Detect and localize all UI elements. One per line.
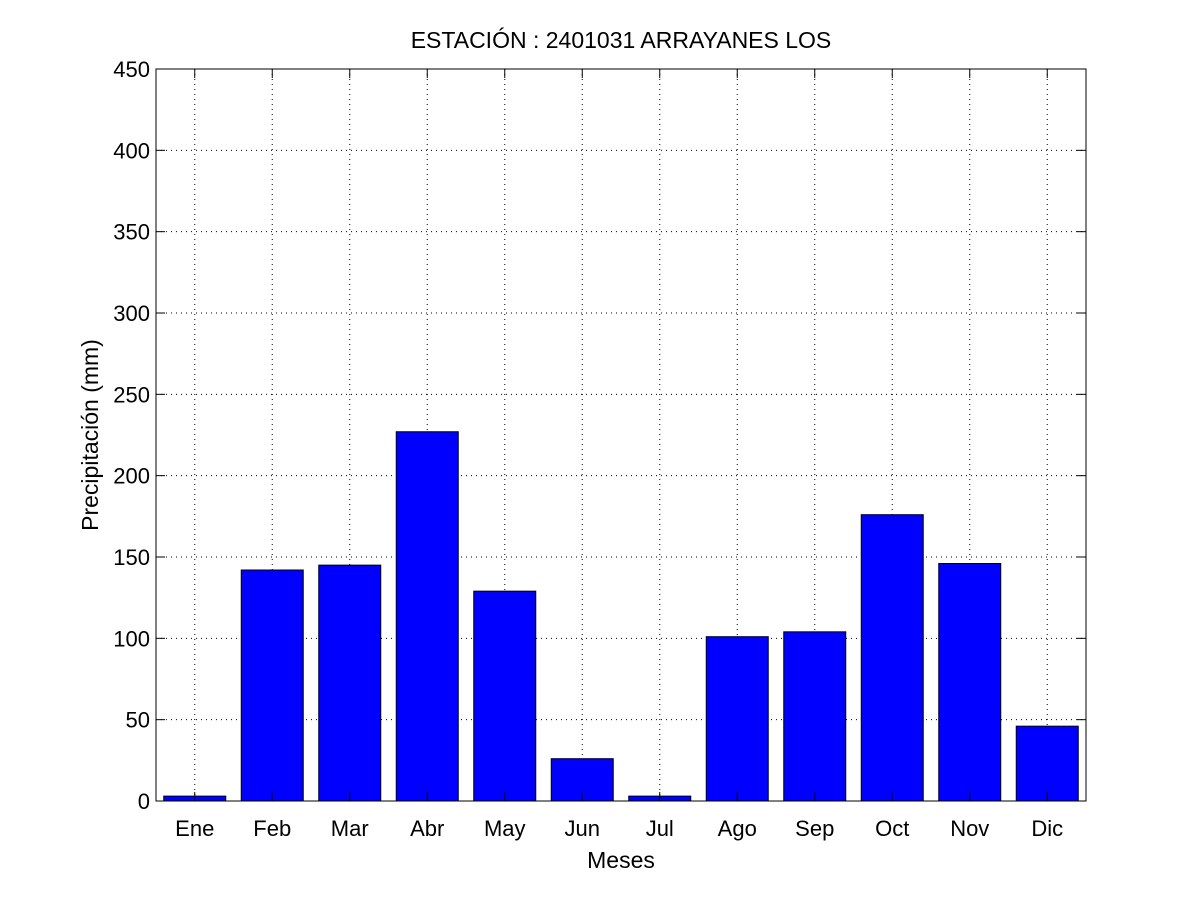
y-tick-labels: 0 50 100 150 200 250 300 350 400 450 [113, 57, 150, 814]
chart-title: ESTACIÓN : 2401031 ARRAYANES LOS [411, 27, 832, 53]
x-tick-label: Ago [718, 816, 757, 841]
y-tick-label: 0 [138, 789, 150, 814]
bar-dic [1015, 725, 1079, 802]
y-tick-label: 450 [113, 57, 150, 82]
y-tick-label: 350 [113, 220, 150, 245]
bar-oct [860, 514, 924, 802]
bar-mar [318, 564, 382, 802]
y-tick-label: 300 [113, 301, 150, 326]
x-tick-label: Jun [565, 816, 600, 841]
x-tick-label: Jul [646, 816, 674, 841]
bar-abr [395, 431, 459, 802]
bar-ago [705, 636, 769, 802]
x-tick-label: Oct [875, 816, 909, 841]
bars [163, 431, 1079, 802]
plot-frame [155, 68, 1087, 802]
x-tick-label: Nov [950, 816, 989, 841]
y-tick-label: 200 [113, 464, 150, 489]
x-tick-label: Sep [795, 816, 834, 841]
bar-may [473, 590, 537, 802]
x-axis-label: Meses [587, 847, 655, 873]
y-tick-label: 150 [113, 545, 150, 570]
axis-ticks [156, 68, 1086, 802]
x-tick-label: Feb [253, 816, 291, 841]
bar-nov [938, 563, 1002, 802]
bar-feb [240, 569, 304, 802]
y-tick-label: 250 [113, 382, 150, 407]
y-tick-label: 400 [113, 138, 150, 163]
x-tick-label: Dic [1031, 816, 1063, 841]
x-tick-labels: Ene Feb Mar Abr May Jun Jul Ago Sep Oct Nov Dic [175, 816, 1063, 841]
bar-sep [783, 631, 847, 802]
y-axis-label: Precipitación (mm) [77, 339, 103, 531]
x-tick-label: Mar [331, 816, 369, 841]
x-tick-label: Abr [410, 816, 444, 841]
x-tick-label: May [484, 816, 526, 841]
y-tick-label: 100 [113, 626, 150, 651]
x-tick-label: Ene [175, 816, 214, 841]
y-tick-label: 50 [126, 708, 150, 733]
